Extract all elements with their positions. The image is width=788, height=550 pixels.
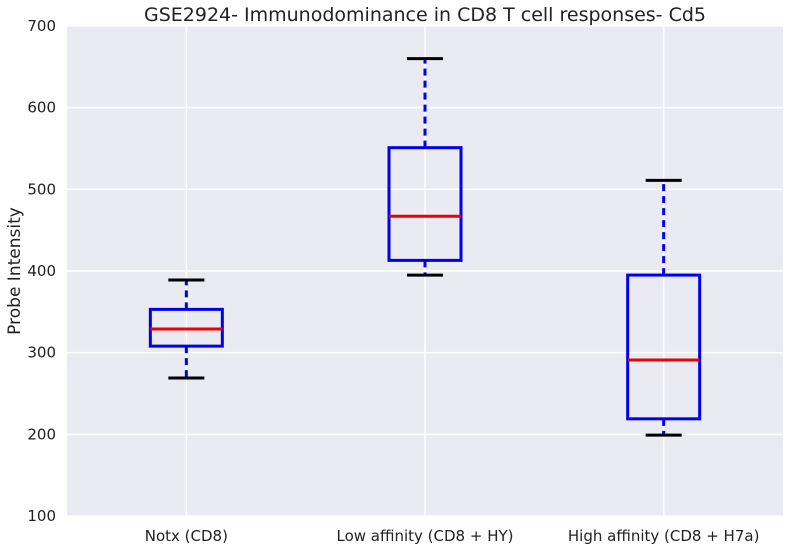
- box-iqr: [626, 273, 702, 421]
- tick-labels: 100 200 300 400 500 600 700 Notx (CD8) Low affin…: [27, 17, 759, 545]
- y-tick-label: 100: [27, 507, 56, 525]
- x-tick-label: High affinity (CD8 + H7a): [568, 527, 760, 545]
- chart-title: GSE2924- Immunodominance in CD8 T cell r…: [144, 4, 706, 26]
- x-tick-label: Notx (CD8): [145, 527, 228, 545]
- y-axis-label: Probe Intensity: [5, 207, 25, 335]
- y-tick-label: 500: [27, 180, 56, 198]
- box-iqr: [387, 146, 463, 262]
- y-tick-label: 300: [27, 344, 56, 362]
- y-tick-label: 400: [27, 262, 56, 280]
- x-tick-label: Low affinity (CD8 + HY): [336, 527, 513, 545]
- y-tick-label: 600: [27, 99, 56, 117]
- boxes-group: [148, 57, 702, 437]
- y-tick-label: 700: [27, 17, 56, 35]
- y-tick-label: 200: [27, 425, 56, 443]
